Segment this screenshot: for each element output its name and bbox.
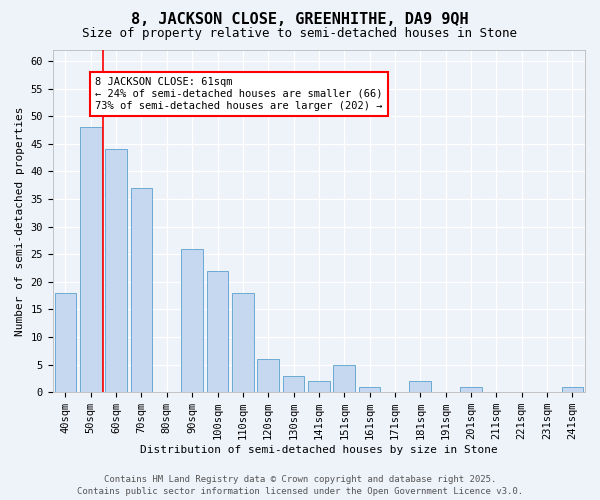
Bar — [562, 386, 583, 392]
Bar — [232, 293, 254, 392]
Text: Size of property relative to semi-detached houses in Stone: Size of property relative to semi-detach… — [83, 28, 517, 40]
Bar — [257, 359, 279, 392]
Bar — [207, 271, 228, 392]
Text: 8 JACKSON CLOSE: 61sqm
← 24% of semi-detached houses are smaller (66)
73% of sem: 8 JACKSON CLOSE: 61sqm ← 24% of semi-det… — [95, 78, 383, 110]
X-axis label: Distribution of semi-detached houses by size in Stone: Distribution of semi-detached houses by … — [140, 445, 498, 455]
Bar — [80, 128, 101, 392]
Text: 8, JACKSON CLOSE, GREENHITHE, DA9 9QH: 8, JACKSON CLOSE, GREENHITHE, DA9 9QH — [131, 12, 469, 28]
Bar — [283, 376, 304, 392]
Bar — [308, 381, 329, 392]
Bar — [55, 293, 76, 392]
Text: Contains HM Land Registry data © Crown copyright and database right 2025.
Contai: Contains HM Land Registry data © Crown c… — [77, 474, 523, 496]
Bar — [409, 381, 431, 392]
Bar — [181, 248, 203, 392]
Bar — [359, 386, 380, 392]
Bar — [131, 188, 152, 392]
Bar — [460, 386, 482, 392]
Bar — [106, 150, 127, 392]
Y-axis label: Number of semi-detached properties: Number of semi-detached properties — [15, 106, 25, 336]
Bar — [334, 364, 355, 392]
